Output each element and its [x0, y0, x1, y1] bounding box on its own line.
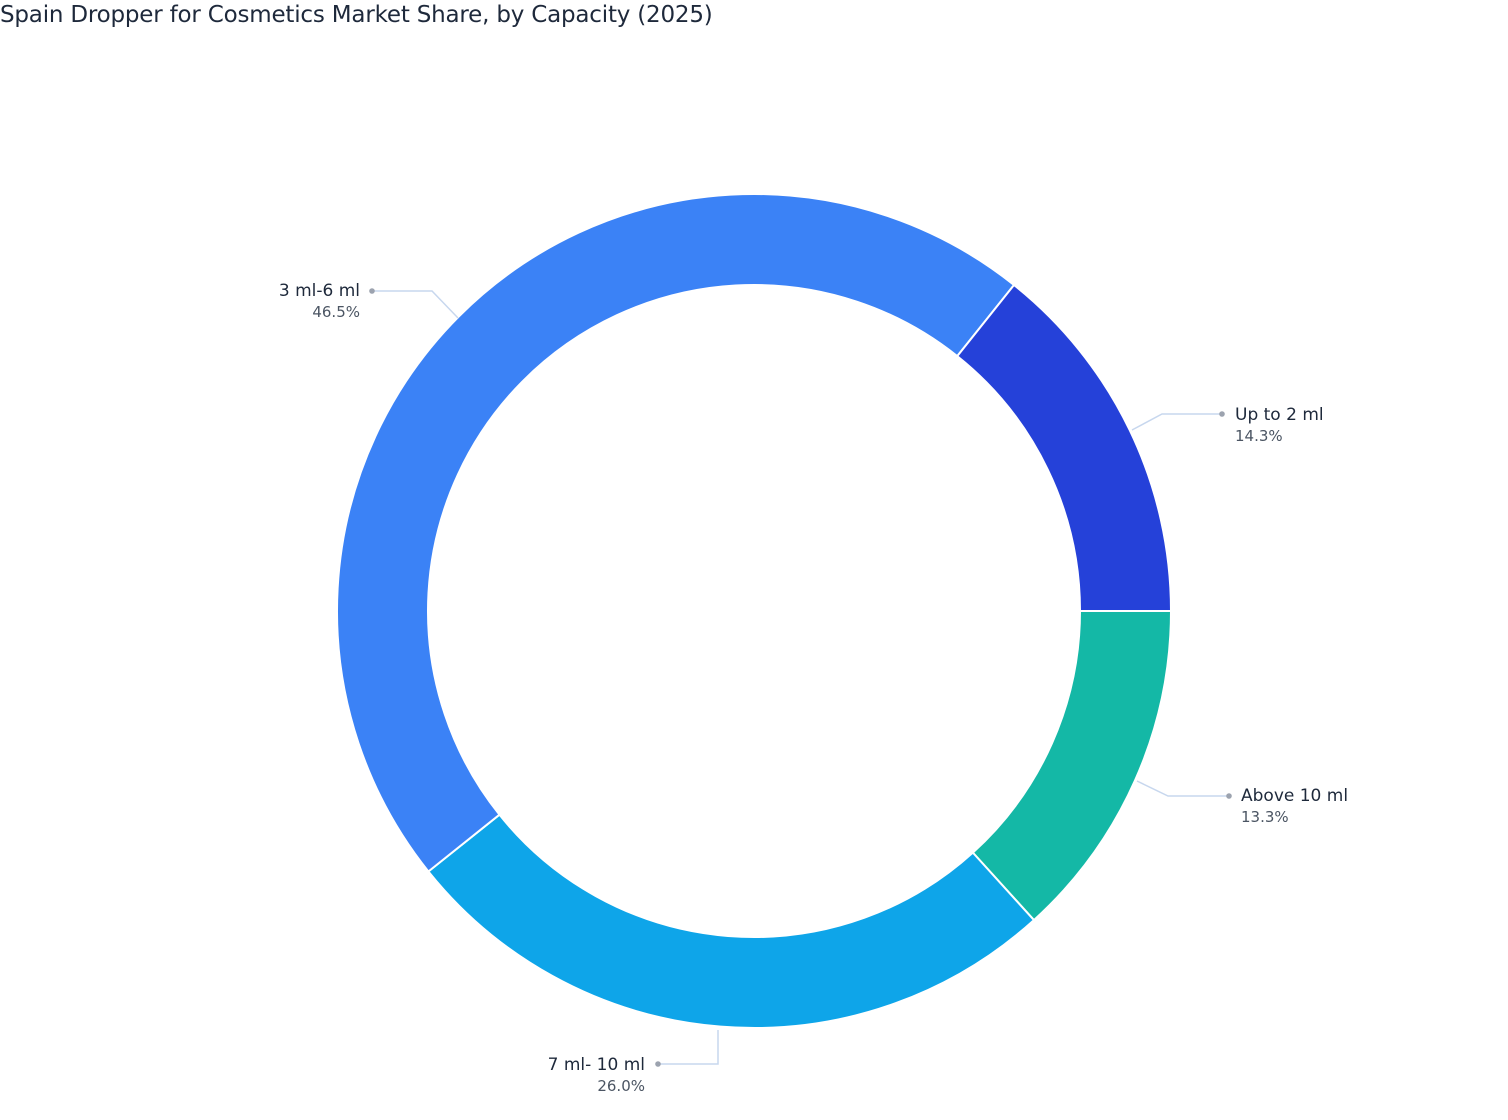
slice-label-percent: 13.3%: [1241, 808, 1289, 826]
slice-label-above-10-ml: Above 10 ml 13.3%: [1241, 786, 1348, 828]
leader-dot-above-10: [1226, 793, 1232, 799]
slice-label-3-6-ml: 3 ml-6 ml 46.5%: [279, 281, 360, 323]
slice-label-percent: 46.5%: [312, 303, 360, 321]
slice-label-percent: 14.3%: [1235, 427, 1283, 445]
slice-label-name: Up to 2 ml: [1235, 405, 1324, 425]
leader-dot-up-to-2: [1219, 411, 1225, 417]
donut-slice-above-10-ml[interactable]: [971, 610, 1173, 922]
leader-dots: [369, 288, 1232, 1067]
leader-line-3-6: [372, 290, 459, 319]
slice-label-name: 7 ml- 10 ml: [547, 1055, 645, 1075]
leader-lines: [372, 290, 1229, 1065]
donut-slice-3-ml-6-ml[interactable]: [336, 193, 1016, 873]
donut-slices: [336, 193, 1173, 1029]
donut-slice-up-to-2-ml[interactable]: [955, 283, 1173, 612]
leader-line-7-10: [658, 1030, 719, 1065]
leader-dot-7-10: [655, 1061, 661, 1067]
leader-line-above-10: [1136, 780, 1229, 797]
slice-label-up-to-2-ml: Up to 2 ml 14.3%: [1235, 405, 1324, 447]
leader-dot-3-6: [369, 288, 375, 294]
donut-slice-7-ml-10-ml[interactable]: [426, 813, 1036, 1029]
slice-label-percent: 26.0%: [597, 1077, 645, 1095]
slice-label-name: 3 ml-6 ml: [278, 281, 360, 301]
leader-line-up-to-2: [1131, 413, 1222, 431]
slice-label-name: Above 10 ml: [1241, 786, 1349, 806]
slice-label-7-10-ml: 7 ml- 10 ml 26.0%: [548, 1055, 645, 1097]
chart-title: Spain Dropper for Cosmetics Market Share…: [0, 2, 713, 28]
